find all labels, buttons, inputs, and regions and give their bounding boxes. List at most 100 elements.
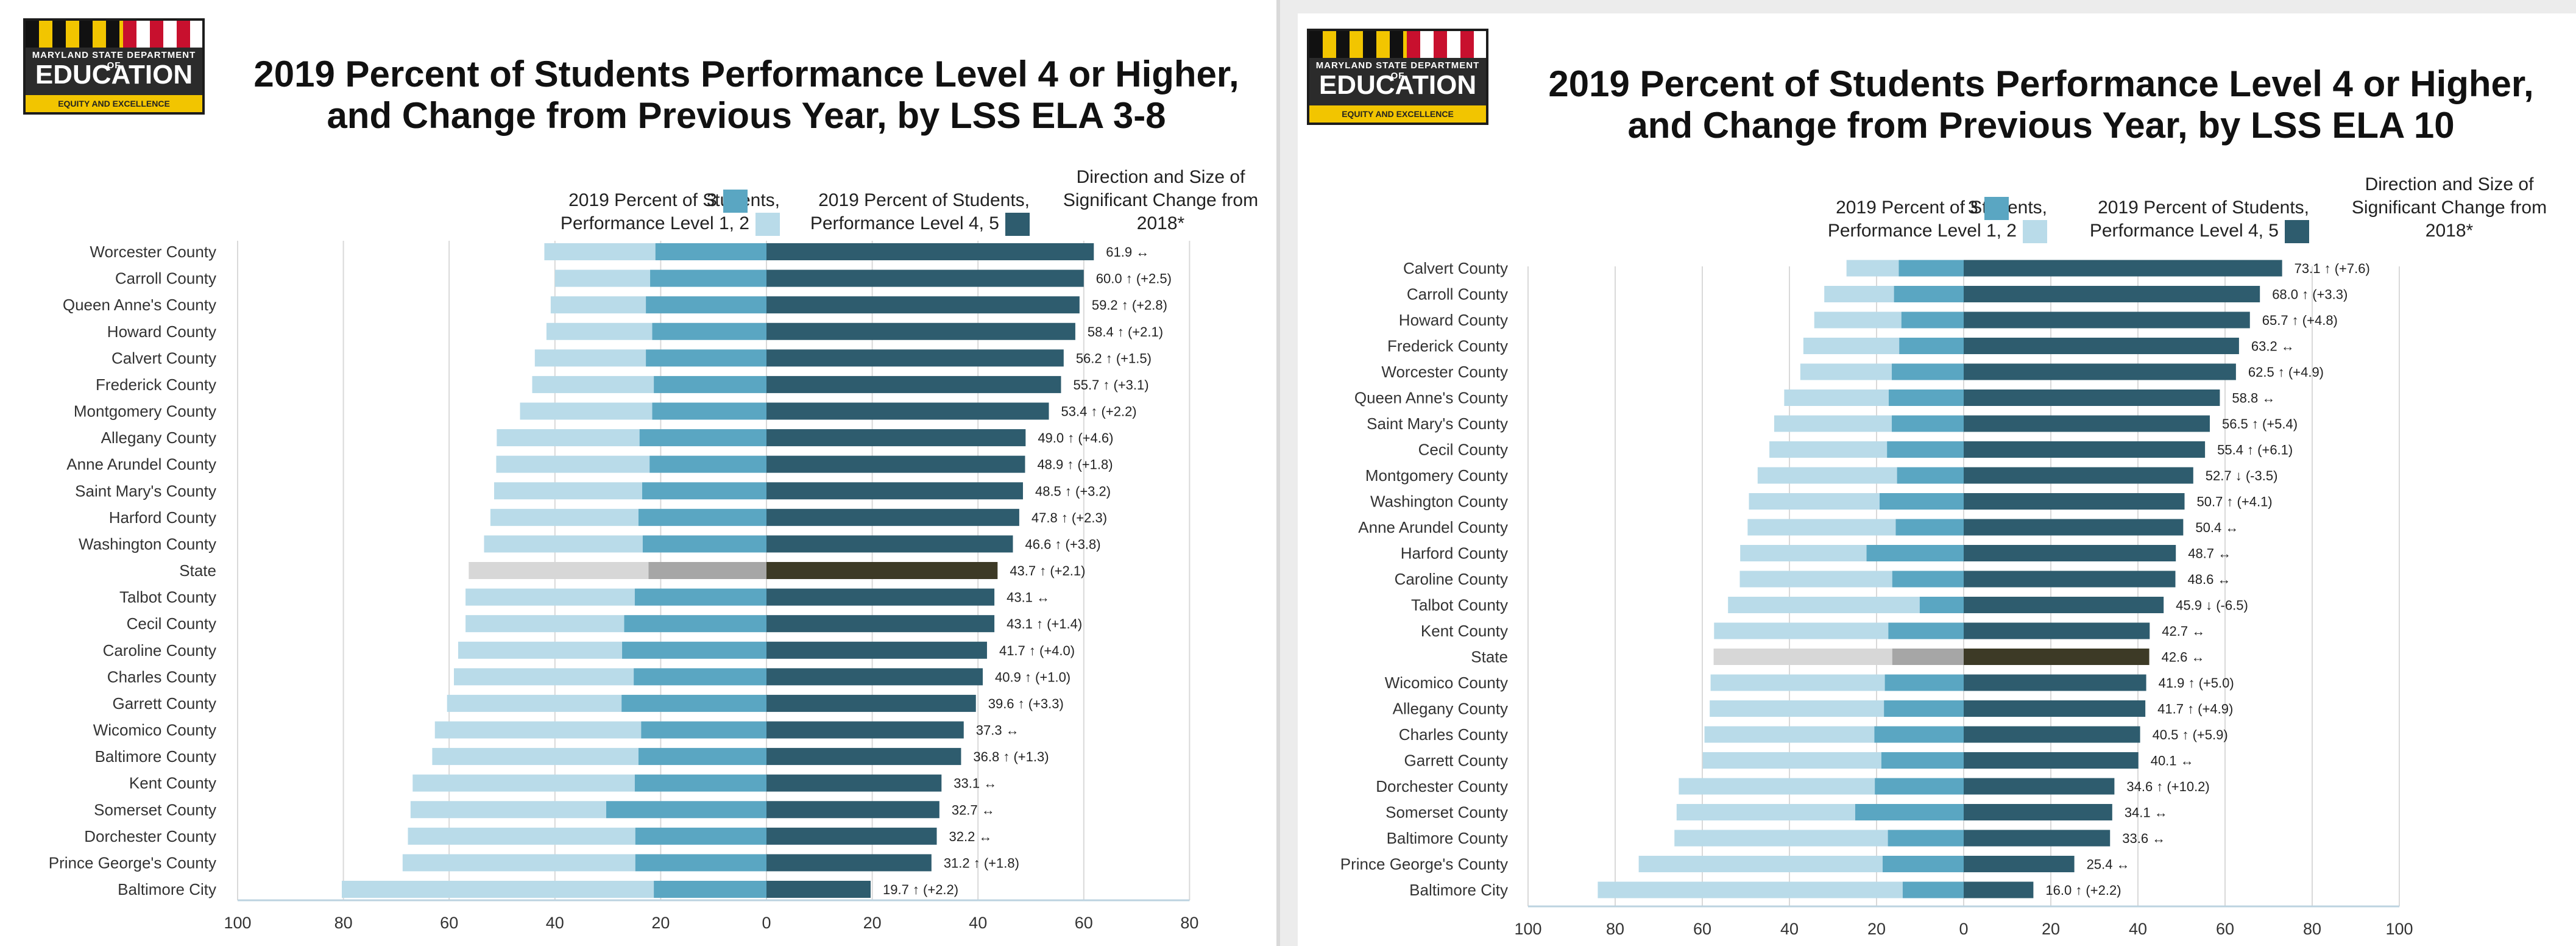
bar-level12 bbox=[408, 827, 635, 845]
row-label: Kent County bbox=[1421, 622, 1508, 640]
bar-level45 bbox=[766, 588, 995, 606]
bar-level3 bbox=[648, 562, 766, 579]
row-label: Garrett County bbox=[112, 694, 216, 713]
bar-level45 bbox=[766, 721, 964, 739]
bar-level45 bbox=[1964, 622, 2150, 639]
bar-level12 bbox=[1710, 674, 1885, 691]
bar-level12 bbox=[1713, 649, 1892, 665]
row-label: Anne Arundel County bbox=[66, 455, 216, 474]
bar-level12 bbox=[520, 402, 653, 420]
bar-level12 bbox=[1784, 389, 1889, 406]
data-label: 73.1 ↑ (+7.6) bbox=[2295, 261, 2370, 276]
bar-level12 bbox=[494, 482, 643, 500]
x-tick-label: 100 bbox=[2385, 920, 2413, 938]
bar-level3 bbox=[624, 615, 766, 633]
legend-level45-swatch bbox=[2285, 220, 2309, 244]
x-tick-label: 80 bbox=[2303, 920, 2321, 938]
x-tick-label: 60 bbox=[1075, 914, 1093, 932]
bar-level45 bbox=[1964, 415, 2210, 432]
bar-level3 bbox=[642, 482, 766, 500]
row-label: Worcester County bbox=[1381, 363, 1508, 381]
bar-level3 bbox=[1919, 597, 1964, 613]
row-label: Caroline County bbox=[1395, 570, 1508, 588]
bar-level12 bbox=[458, 641, 623, 659]
bar-level45 bbox=[766, 243, 1094, 260]
row-label: Allegany County bbox=[1393, 700, 1508, 718]
row-label: Calvert County bbox=[1403, 259, 1508, 277]
bar-level45 bbox=[1964, 338, 2239, 354]
bar-level3 bbox=[634, 774, 766, 792]
bar-level3 bbox=[1898, 260, 1964, 277]
bar-level3 bbox=[621, 694, 766, 712]
row-label: Anne Arundel County bbox=[1358, 518, 1508, 536]
bar-level45 bbox=[766, 455, 1025, 473]
bar-level3 bbox=[634, 588, 766, 606]
row-label: Charles County bbox=[107, 667, 216, 686]
data-label: 48.6 ↔ bbox=[2187, 572, 2231, 587]
data-label: 52.7 ↓ (-3.5) bbox=[2206, 468, 2278, 483]
bar-level12 bbox=[497, 429, 640, 447]
row-label: Charles County bbox=[1399, 725, 1508, 744]
chart-ela-3-8: 100 80 60 40 20 0 20 40 60 80 Worcester County 61.9… bbox=[49, 241, 1198, 932]
bar-level3 bbox=[1895, 519, 1964, 536]
data-label: 31.2 ↑ (+1.8) bbox=[944, 855, 1019, 870]
bar-level3 bbox=[1892, 649, 1964, 665]
bar-level12 bbox=[1747, 519, 1896, 536]
bar-level3 bbox=[1875, 778, 1964, 795]
row-label: Dorchester County bbox=[1376, 777, 1508, 795]
data-label: 58.8 ↔ bbox=[2232, 391, 2275, 406]
legend-level12-label: 2019 Percent of Students, Performance Le… bbox=[560, 190, 780, 233]
msde-logo: MARYLAND STATE DEPARTMENT OF EDUCATION E… bbox=[23, 18, 205, 115]
data-label: 42.7 ↔ bbox=[2162, 624, 2205, 639]
data-label: 49.0 ↑ (+4.6) bbox=[1038, 430, 1113, 446]
x-tick-label: 80 bbox=[1180, 914, 1198, 932]
bar-level45 bbox=[766, 535, 1013, 553]
bar-level3 bbox=[622, 641, 766, 659]
data-label: 43.1 ↑ (+1.4) bbox=[1007, 616, 1082, 631]
bar-level3 bbox=[606, 801, 766, 819]
legend-level3-label: 3 bbox=[1968, 197, 1978, 218]
row-label: Somerset County bbox=[1385, 803, 1508, 822]
bar-level45 bbox=[1964, 311, 2250, 329]
bar-level3 bbox=[646, 349, 766, 367]
bar-level12 bbox=[550, 296, 646, 314]
bar-level12 bbox=[469, 562, 649, 579]
row-label: Howard County bbox=[1399, 311, 1508, 329]
bar-level45 bbox=[1964, 726, 2140, 743]
legend-change-label: Direction and Size of Significant Change… bbox=[2351, 174, 2547, 241]
x-tick-label: 0 bbox=[762, 914, 771, 932]
data-label: 53.4 ↑ (+2.2) bbox=[1061, 404, 1137, 419]
bar-level45 bbox=[1964, 881, 2034, 898]
bar-level45 bbox=[1964, 363, 2236, 380]
chart-panel-ela-3-8: MARYLAND STATE DEPARTMENT OF EDUCATION E… bbox=[0, 0, 1280, 946]
row-label: Cecil County bbox=[127, 614, 216, 633]
bar-level3 bbox=[654, 881, 766, 898]
bar-level3 bbox=[1874, 726, 1964, 743]
row-label: Garrett County bbox=[1404, 752, 1508, 770]
bar-level12 bbox=[1739, 571, 1892, 588]
data-label: 45.9 ↓ (-6.5) bbox=[2176, 598, 2248, 613]
data-label: 43.7 ↑ (+2.1) bbox=[1010, 563, 1085, 578]
bar-level12 bbox=[465, 588, 635, 606]
bar-level3 bbox=[635, 854, 766, 872]
legend-level12-label: 2019 Percent of Students, Performance Le… bbox=[1827, 197, 2047, 241]
row-label: State bbox=[179, 561, 216, 580]
bar-level3 bbox=[638, 748, 766, 766]
bar-level45 bbox=[1964, 389, 2220, 406]
row-label: Queen Anne's County bbox=[63, 296, 216, 314]
bar-level45 bbox=[766, 349, 1064, 367]
bar-level12 bbox=[1676, 804, 1855, 820]
bar-level3 bbox=[1897, 467, 1964, 484]
bar-level12 bbox=[544, 243, 656, 260]
row-label: Prince George's County bbox=[49, 853, 216, 872]
bar-level45 bbox=[766, 375, 1061, 393]
bar-level45 bbox=[1964, 830, 2111, 847]
bar-level3 bbox=[1901, 311, 1964, 329]
legend-level12-swatch bbox=[2023, 220, 2047, 244]
data-label: 48.7 ↔ bbox=[2188, 546, 2231, 561]
data-label: 41.7 ↑ (+4.0) bbox=[999, 643, 1075, 658]
data-label: 34.6 ↑ (+10.2) bbox=[2126, 779, 2209, 794]
x-tick-label: 20 bbox=[651, 914, 670, 932]
bar-level12 bbox=[1803, 338, 1900, 354]
bar-level12 bbox=[432, 748, 639, 766]
